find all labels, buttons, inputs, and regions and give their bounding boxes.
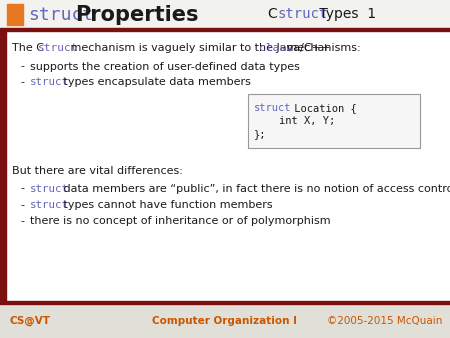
Text: struct: struct bbox=[28, 6, 93, 24]
Bar bbox=[0, 301, 450, 304]
Bar bbox=[0, 28, 450, 31]
Text: Types  1: Types 1 bbox=[315, 7, 376, 21]
Text: -: - bbox=[20, 62, 24, 72]
Text: Computer Organization I: Computer Organization I bbox=[153, 316, 297, 326]
Text: there is no concept of inheritance or of polymorphism: there is no concept of inheritance or of… bbox=[30, 217, 331, 226]
Text: struct: struct bbox=[30, 200, 69, 210]
Text: struct: struct bbox=[278, 7, 328, 21]
Text: struct: struct bbox=[37, 43, 78, 53]
Text: mechanisms:: mechanisms: bbox=[283, 43, 361, 53]
Bar bbox=[248, 94, 420, 148]
Text: struct: struct bbox=[30, 184, 69, 193]
Text: };: }; bbox=[254, 129, 266, 139]
Text: types cannot have function members: types cannot have function members bbox=[60, 200, 273, 210]
Text: C: C bbox=[268, 7, 282, 21]
Text: int X, Y;: int X, Y; bbox=[254, 116, 335, 126]
Text: -: - bbox=[20, 184, 24, 193]
Text: Location {: Location { bbox=[288, 103, 357, 113]
Text: -: - bbox=[20, 217, 24, 226]
Text: struct: struct bbox=[254, 103, 292, 113]
Text: CS@VT: CS@VT bbox=[10, 316, 51, 326]
Text: ©2005-2015 McQuain: ©2005-2015 McQuain bbox=[327, 316, 442, 326]
Text: -: - bbox=[20, 200, 24, 210]
Text: But there are vital differences:: But there are vital differences: bbox=[12, 166, 183, 176]
Text: The C: The C bbox=[12, 43, 48, 53]
Text: class: class bbox=[259, 43, 292, 53]
Text: -: - bbox=[20, 77, 24, 87]
Text: types encapsulate data members: types encapsulate data members bbox=[60, 77, 251, 87]
Text: data members are “public”, in fact there is no notion of access control: data members are “public”, in fact there… bbox=[60, 184, 450, 193]
Text: Properties: Properties bbox=[75, 5, 198, 25]
Bar bbox=[0, 303, 450, 338]
Bar bbox=[6, 31, 450, 303]
Text: supports the creation of user-defined data types: supports the creation of user-defined da… bbox=[30, 62, 300, 72]
Bar bbox=[7, 4, 23, 25]
Bar bbox=[0, 31, 6, 303]
Text: struct: struct bbox=[30, 77, 69, 87]
Text: mechanism is vaguely similar to the Java/C++: mechanism is vaguely similar to the Java… bbox=[67, 43, 333, 53]
